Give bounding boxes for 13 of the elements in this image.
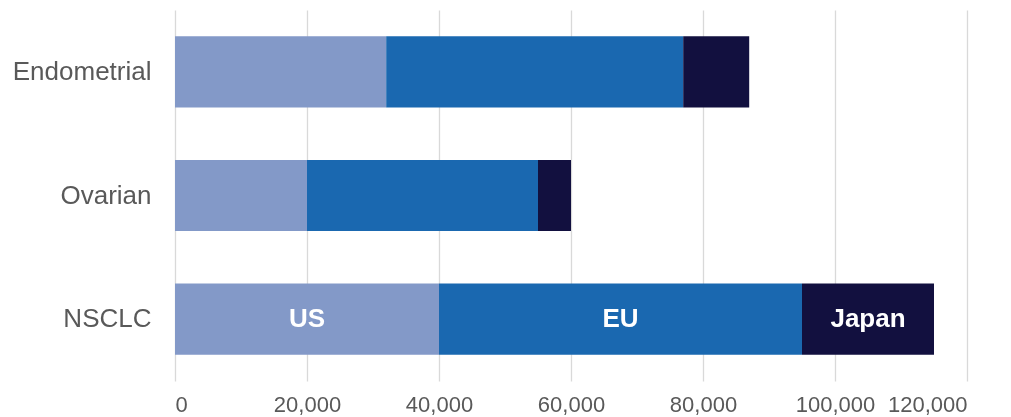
x-tick-label: 40,000: [405, 391, 474, 417]
x-tick-label: 60,000: [537, 391, 606, 417]
y-tick-label: Ovarian: [60, 179, 152, 210]
x-tick-label: 100,000: [795, 391, 876, 417]
x-tick-label: 0: [175, 391, 188, 417]
x-tick-label: 20,000: [273, 391, 342, 417]
x-tick-label: 120,000: [887, 391, 968, 417]
series-label: Japan: [830, 303, 906, 334]
y-tick-label: NSCLC: [63, 303, 152, 334]
series-label: US: [288, 303, 326, 334]
y-tick-label: Endometrial: [12, 55, 152, 86]
x-tick-label: 80,000: [669, 391, 738, 417]
series-label: EU: [602, 303, 639, 334]
